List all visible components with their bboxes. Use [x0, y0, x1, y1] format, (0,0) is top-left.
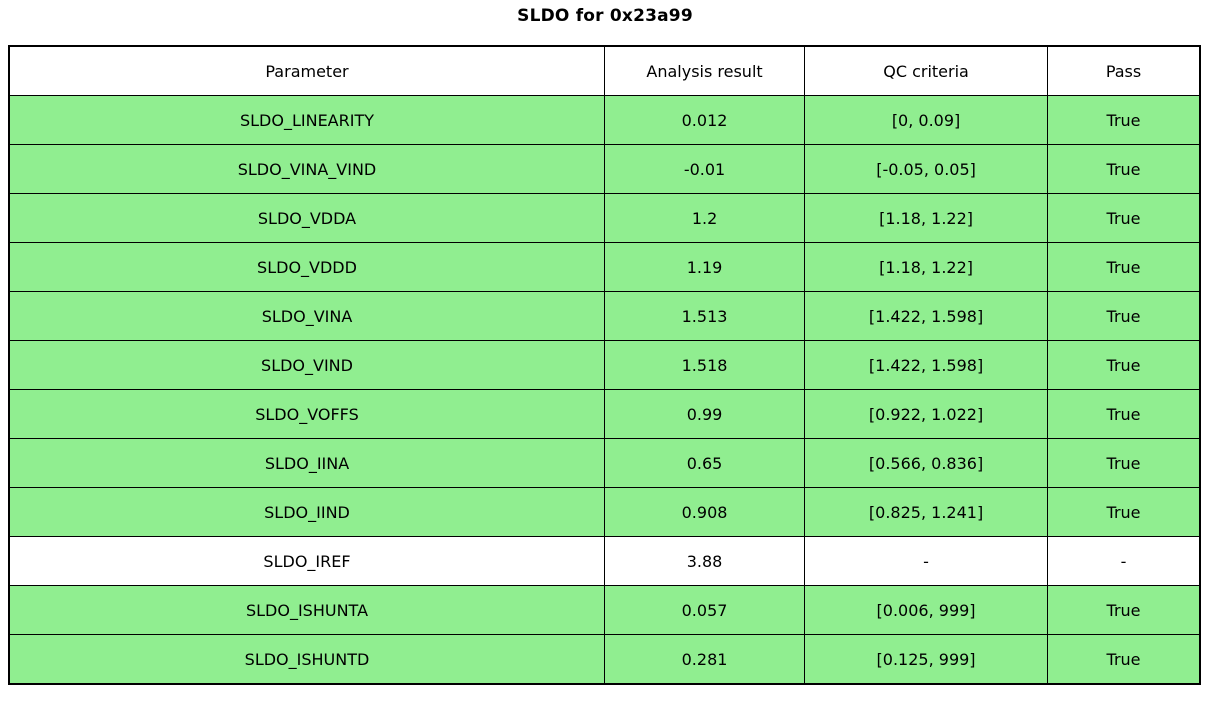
table-body: SLDO_LINEARITY 0.012 [0, 0.09] True SLDO…: [8, 95, 1201, 685]
criteria-cell: [1.422, 1.598]: [804, 291, 1049, 341]
pass-cell: True: [1047, 291, 1201, 341]
parameter-cell: SLDO_VINA: [8, 291, 605, 341]
table-row: SLDO_VDDA 1.2 [1.18, 1.22] True: [8, 193, 1201, 243]
pass-cell: True: [1047, 144, 1201, 194]
result-cell: 0.99: [603, 389, 806, 439]
table-row: SLDO_VIND 1.518 [1.422, 1.598] True: [8, 340, 1201, 390]
result-cell: 0.908: [603, 487, 806, 537]
parameter-cell: SLDO_VDDD: [8, 242, 605, 292]
criteria-cell: [0.006, 999]: [804, 585, 1049, 635]
result-cell: 1.19: [603, 242, 806, 292]
result-cell: 0.65: [603, 438, 806, 488]
criteria-cell: [1.422, 1.598]: [804, 340, 1049, 390]
parameter-cell: SLDO_VDDA: [8, 193, 605, 243]
result-cell: -0.01: [603, 144, 806, 194]
pass-cell: True: [1047, 634, 1201, 685]
pass-cell: True: [1047, 487, 1201, 537]
page-title: SLDO for 0x23a99: [517, 6, 693, 26]
parameter-cell: SLDO_LINEARITY: [8, 95, 605, 145]
table-row: SLDO_ISHUNTD 0.281 [0.125, 999] True: [8, 634, 1201, 685]
pass-cell: True: [1047, 585, 1201, 635]
criteria-cell: [0.125, 999]: [804, 634, 1049, 685]
result-cell: 0.281: [603, 634, 806, 685]
criteria-cell: [1.18, 1.22]: [804, 193, 1049, 243]
criteria-cell: [0.922, 1.022]: [804, 389, 1049, 439]
column-header-analysis-result: Analysis result: [603, 45, 806, 96]
parameter-cell: SLDO_VOFFS: [8, 389, 605, 439]
parameter-cell: SLDO_VINA_VIND: [8, 144, 605, 194]
qc-results-table: Parameter Analysis result QC criteria Pa…: [8, 45, 1201, 685]
criteria-cell: [-0.05, 0.05]: [804, 144, 1049, 194]
table-row: SLDO_IINA 0.65 [0.566, 0.836] True: [8, 438, 1201, 488]
pass-cell: True: [1047, 242, 1201, 292]
parameter-cell: SLDO_ISHUNTD: [8, 634, 605, 685]
table-row: SLDO_IIND 0.908 [0.825, 1.241] True: [8, 487, 1201, 537]
column-header-pass: Pass: [1047, 45, 1201, 96]
pass-cell: True: [1047, 340, 1201, 390]
table-row: SLDO_VDDD 1.19 [1.18, 1.22] True: [8, 242, 1201, 292]
parameter-cell: SLDO_VIND: [8, 340, 605, 390]
parameter-cell: SLDO_ISHUNTA: [8, 585, 605, 635]
table-header: Parameter Analysis result QC criteria Pa…: [8, 45, 1201, 96]
pass-cell: True: [1047, 193, 1201, 243]
table-row: SLDO_VINA 1.513 [1.422, 1.598] True: [8, 291, 1201, 341]
result-cell: 0.012: [603, 95, 806, 145]
criteria-cell: [0, 0.09]: [804, 95, 1049, 145]
table-row: SLDO_LINEARITY 0.012 [0, 0.09] True: [8, 95, 1201, 145]
header-row: Parameter Analysis result QC criteria Pa…: [8, 45, 1201, 96]
parameter-cell: SLDO_IIND: [8, 487, 605, 537]
criteria-cell: -: [804, 536, 1049, 586]
table-row: SLDO_IREF 3.88 - -: [8, 536, 1201, 586]
result-cell: 1.2: [603, 193, 806, 243]
criteria-cell: [0.825, 1.241]: [804, 487, 1049, 537]
result-cell: 1.513: [603, 291, 806, 341]
column-header-parameter: Parameter: [8, 45, 605, 96]
table-row: SLDO_VINA_VIND -0.01 [-0.05, 0.05] True: [8, 144, 1201, 194]
result-cell: 1.518: [603, 340, 806, 390]
column-header-qc-criteria: QC criteria: [804, 45, 1049, 96]
criteria-cell: [1.18, 1.22]: [804, 242, 1049, 292]
pass-cell: True: [1047, 438, 1201, 488]
table-row: SLDO_ISHUNTA 0.057 [0.006, 999] True: [8, 585, 1201, 635]
parameter-cell: SLDO_IREF: [8, 536, 605, 586]
pass-cell: True: [1047, 389, 1201, 439]
result-cell: 0.057: [603, 585, 806, 635]
parameter-cell: SLDO_IINA: [8, 438, 605, 488]
pass-cell: True: [1047, 95, 1201, 145]
criteria-cell: [0.566, 0.836]: [804, 438, 1049, 488]
table-row: SLDO_VOFFS 0.99 [0.922, 1.022] True: [8, 389, 1201, 439]
pass-cell: -: [1047, 536, 1201, 586]
result-cell: 3.88: [603, 536, 806, 586]
